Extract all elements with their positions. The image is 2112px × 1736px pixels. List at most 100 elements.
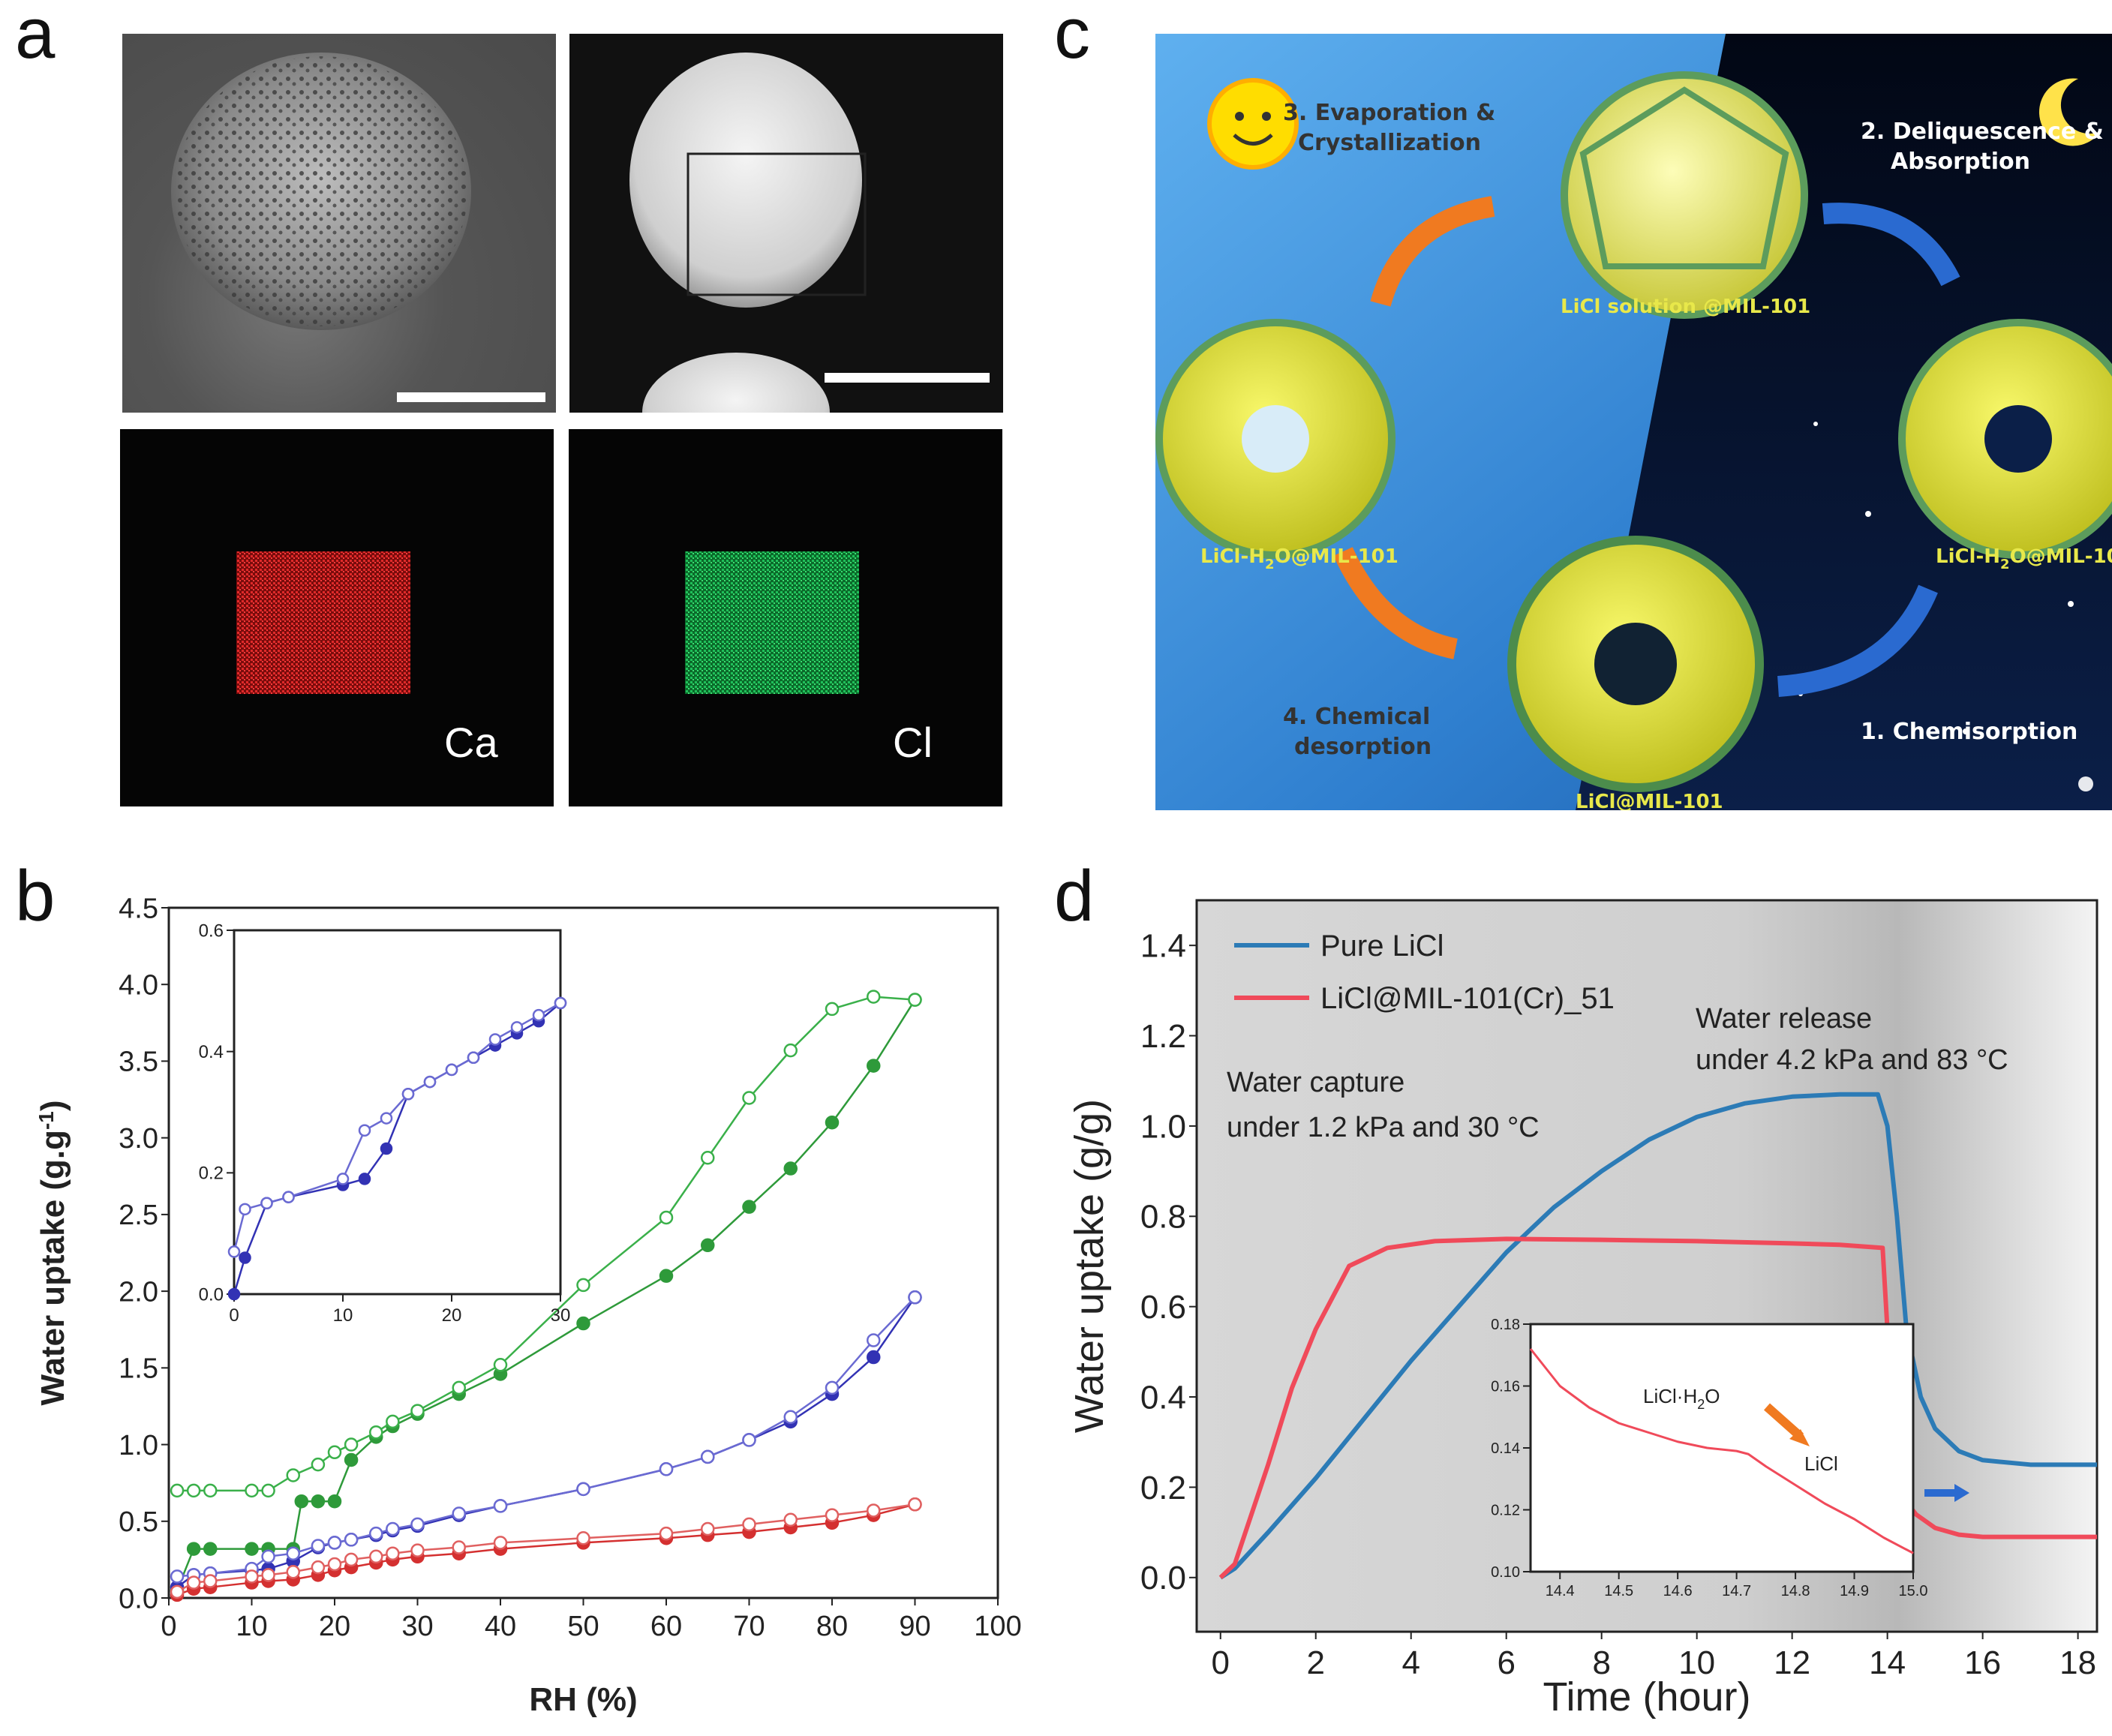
b-series-blue-desorption-point [908, 1290, 922, 1305]
b-series-blue-desorption-point [493, 1499, 508, 1513]
b-series-green-adsorption-point [867, 1059, 881, 1073]
d-annotation-release-line1: Water release [1696, 1003, 1872, 1035]
b-x-tick-label: 30 [401, 1611, 433, 1642]
b-inset-series-blue-desorption-point [488, 1033, 502, 1046]
b-series-green-desorption-point [867, 990, 881, 1004]
scale-bar [825, 373, 990, 383]
eds-map-cl: Cl [569, 429, 1002, 806]
cl-map-drawing [685, 551, 859, 694]
b-y-tick-label: 4.5 [119, 893, 158, 924]
d-inset-x-tick-label: 14.7 [1722, 1583, 1751, 1599]
b-series-green-adsorption-point [825, 1115, 840, 1130]
b-series-blue-desorption-point [311, 1539, 326, 1553]
b-series-red-desorption-point [170, 1584, 185, 1599]
b-inset-series-blue-desorption-point [401, 1088, 415, 1101]
cage-solution [1561, 71, 1808, 319]
cage-hydrate-left [1155, 319, 1395, 559]
b-inset-y-tick-label: 0.6 [199, 921, 224, 941]
arrow-evaporation [1370, 196, 1495, 307]
b-series-blue-desorption-point [825, 1380, 840, 1395]
b-x-axis-label: RH (%) [529, 1681, 637, 1718]
b-series-blue-desorption-point [742, 1433, 756, 1447]
d-y-tick-label: 1.0 [1140, 1108, 1186, 1145]
d-inset-x-tick-label: 15.0 [1899, 1583, 1928, 1599]
b-y-tick-label: 2.0 [119, 1276, 158, 1308]
b-series-blue-desorption-line [176, 1296, 916, 1578]
b-series-red-desorption-point [261, 1568, 275, 1582]
b-inset-series-blue-desorption-point [227, 1245, 241, 1258]
d-x-tick-label: 4 [1401, 1644, 1420, 1681]
b-inset-series-blue-adsorption-point [358, 1173, 371, 1185]
d-x-tick-label: 2 [1306, 1644, 1324, 1681]
b-inset-frame [233, 929, 562, 1296]
d-inset-x-tick-label: 14.4 [1546, 1583, 1575, 1599]
b-series-red-desorption-point [410, 1543, 425, 1557]
d-x-tick-label: 0 [1212, 1644, 1230, 1681]
b-series-red-desorption-point [908, 1497, 922, 1512]
arrow-deliquescence [1822, 203, 1960, 287]
b-inset-series-blue-desorption-point [260, 1197, 273, 1209]
b-inset-series-blue-desorption-point [510, 1021, 524, 1034]
b-inset-series-blue-adsorption-point [380, 1142, 393, 1155]
d-annotation-capture-line1: Water capture [1227, 1067, 1404, 1098]
panel-c-schematic: 3. Evaporation & Crystallization 2. Deli… [1155, 34, 2112, 813]
b-x-tick-label: 100 [974, 1611, 1021, 1642]
label-anhydrous: LiCl@MIL-101 [1576, 791, 1723, 810]
b-series-red-desorption-point [493, 1536, 508, 1550]
b-series-green-desorption-line [177, 996, 915, 1492]
d-frame [1195, 899, 2098, 1633]
d-legend-label: LiCl@MIL-101(Cr)_51 [1320, 982, 1615, 1015]
d-inset-x-tick-label: 14.9 [1840, 1583, 1869, 1599]
d-inset-background [1531, 1324, 1913, 1572]
b-series-green-desorption-point [203, 1483, 218, 1498]
b-y-tick-label: 0.0 [119, 1583, 158, 1614]
b-series-green-desorption-point [344, 1437, 359, 1452]
d-x-axis-label: Time (hour) [1543, 1674, 1750, 1719]
d-series-Pure-LiCl-line [1219, 1092, 2097, 1580]
b-series-red-desorption-point [186, 1575, 201, 1590]
b-x-tick-label: 90 [899, 1611, 930, 1642]
cage-hydrate-right [1898, 319, 2112, 559]
b-series-green-desorption-point [783, 1043, 798, 1058]
b-series-blue-desorption-point [576, 1482, 590, 1497]
d-inset-y-tick-label: 0.14 [1491, 1440, 1520, 1457]
b-series-green-desorption-point [452, 1380, 466, 1395]
d-inset-y-tick-label: 0.12 [1491, 1503, 1520, 1519]
b-series-red-desorption-point [311, 1560, 326, 1575]
b-inset-series-blue-desorption-point [282, 1191, 295, 1203]
b-series-red-desorption-point [327, 1557, 342, 1572]
b-inset-x-tick-label: 30 [551, 1305, 571, 1326]
b-series-green-adsorption-point [327, 1494, 342, 1509]
b-series-green-adsorption-point [701, 1238, 715, 1253]
b-x-tick-label: 60 [650, 1611, 682, 1642]
panel-label-b: b [15, 856, 56, 936]
b-series-blue-desorption-point [452, 1506, 466, 1521]
d-inset-x-tick-label: 14.5 [1604, 1583, 1633, 1599]
b-series-blue-desorption-point [701, 1449, 715, 1464]
b-x-tick-label: 50 [567, 1611, 599, 1642]
b-inset-series-blue-desorption-point [336, 1173, 350, 1185]
b-inset-series-blue-desorption-point [554, 996, 567, 1010]
b-series-red-desorption-line [176, 1503, 915, 1593]
d-annotation-release-line2: under 4.2 kPa and 83 °C [1696, 1044, 2008, 1076]
d-inset-label-hydrate: LiCl·H2O [1643, 1385, 1720, 1412]
d-inset-label-anhydrous: LiCl [1804, 1452, 1838, 1475]
b-series-red-desorption-point [783, 1512, 798, 1527]
arrow-chemisorption [1777, 584, 1938, 697]
label-solution: LiCl solution @MIL-101 [1561, 296, 1810, 318]
d-y-tick-label: 0.2 [1140, 1470, 1186, 1506]
b-inset-x-tick-label: 20 [442, 1305, 462, 1326]
b-series-green-adsorption-point [186, 1542, 201, 1556]
step-4-line2: desorption [1294, 734, 1432, 760]
b-inset-y-tick-label: 0.4 [199, 1042, 224, 1062]
b-series-blue-desorption-point [659, 1462, 674, 1476]
d-inset-y-tick-label: 0.18 [1491, 1317, 1520, 1333]
b-inset-series-blue-desorption-point [380, 1112, 393, 1125]
b-series-green-adsorption-point [783, 1161, 798, 1176]
b-inset-series-blue-desorption-point [423, 1075, 437, 1089]
sem-image-bright-particle [569, 34, 1003, 413]
b-series-red-desorption-point [825, 1508, 840, 1522]
b-series-green-desorption-point [186, 1483, 201, 1498]
b-series-blue-desorption-point [783, 1410, 798, 1425]
b-series-green-adsorption-point [203, 1542, 218, 1556]
